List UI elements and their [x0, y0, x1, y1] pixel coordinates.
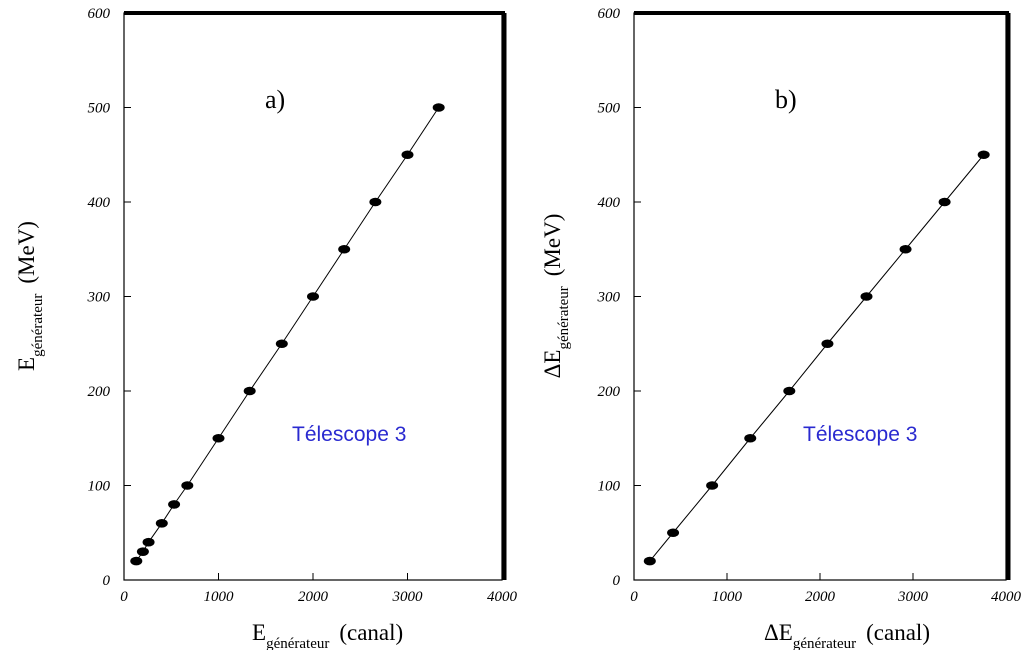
y-tick-label: 100 — [598, 479, 621, 495]
x-axis-label-main: E — [252, 620, 266, 645]
x-axis-label-unit: (canal) — [866, 620, 930, 645]
x-tick-label: 3000 — [392, 589, 424, 605]
y-tick-label: 0 — [103, 573, 111, 589]
x-tick-label: 3000 — [897, 589, 929, 605]
x-axis-label-unit: (canal) — [339, 620, 403, 645]
x-tick-label: 1000 — [712, 589, 743, 605]
data-point — [142, 537, 155, 547]
data-point — [783, 386, 796, 396]
y-axis-label: ΔEgénérateur (MeV) — [540, 214, 572, 379]
fit-line — [135, 107, 440, 562]
data-point — [338, 244, 351, 254]
y-axis-label: Egénérateur (MeV) — [14, 221, 46, 371]
x-axis-label-sub: générateur — [266, 636, 329, 650]
y-tick-label: 500 — [598, 101, 621, 117]
panel-label: a) — [265, 85, 285, 114]
y-tick-label: 500 — [88, 101, 111, 117]
data-point — [181, 481, 194, 490]
y-tick-label: 100 — [88, 479, 111, 495]
y-tick-label: 300 — [87, 290, 111, 306]
data-point — [899, 244, 912, 254]
data-point — [667, 528, 680, 538]
x-tick-label: 0 — [120, 589, 128, 605]
y-tick-label: 400 — [88, 195, 111, 211]
y-tick-label: 200 — [598, 384, 621, 400]
data-point — [130, 556, 143, 566]
data-point — [275, 339, 288, 349]
x-axis-label: Egénérateur (canal) — [252, 620, 403, 650]
data-point — [243, 386, 256, 396]
x-axis-label-main: ΔE — [764, 620, 793, 645]
x-tick-label: 0 — [630, 589, 638, 605]
plot-frame — [633, 12, 1007, 581]
x-tick-label: 4000 — [991, 589, 1022, 605]
data-point — [938, 197, 951, 207]
y-tick-label: 400 — [598, 195, 621, 211]
data-point — [643, 556, 656, 566]
y-axis-label-sub: générateur — [556, 286, 572, 349]
x-tick-label: 1000 — [204, 589, 235, 605]
y-tick-label: 600 — [88, 6, 111, 22]
x-tick-label: 4000 — [487, 589, 518, 605]
annotation-label: Télescope 3 — [292, 423, 406, 446]
y-tick-label: 200 — [88, 384, 111, 400]
data-point — [706, 481, 719, 490]
data-point — [168, 500, 181, 509]
data-point — [369, 197, 382, 207]
data-point — [977, 150, 990, 160]
data-point — [860, 292, 873, 301]
annotation-label: Télescope 3 — [803, 423, 917, 446]
data-point — [155, 519, 168, 528]
y-axis-label-unit: (MeV) — [14, 221, 39, 284]
y-axis-label-main: E — [14, 357, 39, 371]
y-axis-label-main: ΔE — [540, 350, 565, 379]
panel-label: b) — [775, 85, 797, 114]
y-tick-label: 0 — [613, 573, 621, 589]
data-point — [136, 547, 149, 556]
panel-b: 0 100 200 300 400 500 600 0 1000 2000 3000 4000 b) Té… — [540, 6, 1022, 650]
x-tick-label: 2000 — [298, 589, 329, 605]
data-point — [212, 433, 225, 443]
x-axis-label-sub: générateur — [793, 636, 856, 650]
x-tick-label: 2000 — [805, 589, 836, 605]
data-point — [307, 292, 319, 301]
data-point — [401, 150, 414, 160]
data-point — [432, 103, 445, 112]
panel-a: 0 100 200 300 400 500 600 0 1000 2000 3000 4000 a) Té… — [14, 6, 518, 650]
data-point — [744, 433, 757, 443]
y-axis-label-unit: (MeV) — [540, 214, 565, 277]
y-axis-label-sub: générateur — [30, 294, 46, 357]
y-tick-label: 600 — [598, 6, 621, 22]
x-axis-label: ΔEgénérateur (canal) — [764, 620, 930, 650]
y-tick-label: 300 — [597, 290, 621, 306]
fit-line — [649, 154, 985, 562]
data-point — [821, 339, 834, 349]
